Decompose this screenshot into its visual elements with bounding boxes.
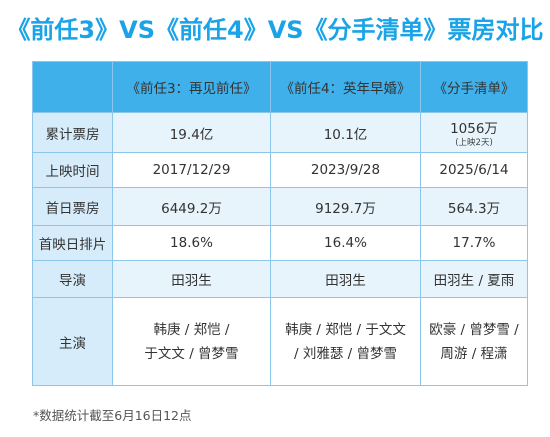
cast-line: 于文文 / 曾梦雪 — [144, 345, 239, 362]
table-cell: 韩庚 / 郑恺 / 于文文 / 曾梦雪 — [113, 298, 271, 385]
table-row: 首日票房 6449.2万 9129.7万 564.3万 — [33, 188, 527, 226]
table-cell: 田羽生 — [113, 261, 271, 298]
table-cell: 10.1亿 — [271, 113, 421, 153]
cell-value: 1056万 — [450, 121, 498, 137]
table-cell: 1056万 (上映2天) — [421, 113, 527, 153]
table-row: 上映时间 2017/12/29 2023/9/28 2025/6/14 — [33, 153, 527, 188]
table-cell: 564.3万 — [421, 188, 527, 226]
row-label: 上映时间 — [33, 153, 113, 188]
row-label: 首日票房 — [33, 188, 113, 226]
table-cell: 9129.7万 — [271, 188, 421, 226]
column-header: 《前任4：英年早婚》 — [271, 62, 421, 113]
table-row: 主演 韩庚 / 郑恺 / 于文文 / 曾梦雪 韩庚 / 郑恺 / 于文文 / 刘… — [33, 298, 527, 385]
table-cell: 17.7% — [421, 226, 527, 261]
table-row: 首映日排片 18.6% 16.4% 17.7% — [33, 226, 527, 261]
table-cell: 2023/9/28 — [271, 153, 421, 188]
row-label: 主演 — [33, 298, 113, 385]
table-cell: 2025/6/14 — [421, 153, 527, 188]
cast-line: / 刘雅瑟 / 曾梦雪 — [294, 345, 397, 362]
cast-line: 韩庚 / 郑恺 / 于文文 — [285, 321, 406, 338]
column-header: 《分手清单》 — [421, 62, 527, 113]
table-header-row: 《前任3：再见前任》 《前任4：英年早婚》 《分手清单》 — [33, 62, 527, 113]
table-cell: 欧豪 / 曾梦雪 / 周游 / 程潇 — [421, 298, 527, 385]
comparison-table: 《前任3：再见前任》 《前任4：英年早婚》 《分手清单》 累计票房 19.4亿 … — [32, 61, 528, 386]
row-label: 首映日排片 — [33, 226, 113, 261]
table-cell: 2017/12/29 — [113, 153, 271, 188]
table-row: 导演 田羽生 田羽生 田羽生 / 夏雨 — [33, 261, 527, 298]
page-title: 《前任3》VS《前任4》VS《分手清单》票房对比 — [6, 16, 544, 44]
table-cell: 19.4亿 — [113, 113, 271, 153]
table-cell: 田羽生 / 夏雨 — [421, 261, 527, 298]
row-label: 累计票房 — [33, 113, 113, 153]
cast-line: 欧豪 / 曾梦雪 / — [429, 321, 519, 338]
table-row: 累计票房 19.4亿 10.1亿 1056万 (上映2天) — [33, 113, 527, 153]
cast-line: 韩庚 / 郑恺 / — [153, 321, 230, 338]
cast-line: 周游 / 程潇 — [440, 345, 508, 362]
table-cell: 6449.2万 — [113, 188, 271, 226]
row-label: 导演 — [33, 261, 113, 298]
table-cell: 韩庚 / 郑恺 / 于文文 / 刘雅瑟 / 曾梦雪 — [271, 298, 421, 385]
column-header: 《前任3：再见前任》 — [113, 62, 271, 113]
table-cell: 18.6% — [113, 226, 271, 261]
table-cell: 田羽生 — [271, 261, 421, 298]
footnote: *数据统计截至6月16日12点 — [33, 408, 192, 423]
cell-note: (上映2天) — [455, 138, 493, 148]
table-cell: 16.4% — [271, 226, 421, 261]
header-corner — [33, 62, 113, 113]
